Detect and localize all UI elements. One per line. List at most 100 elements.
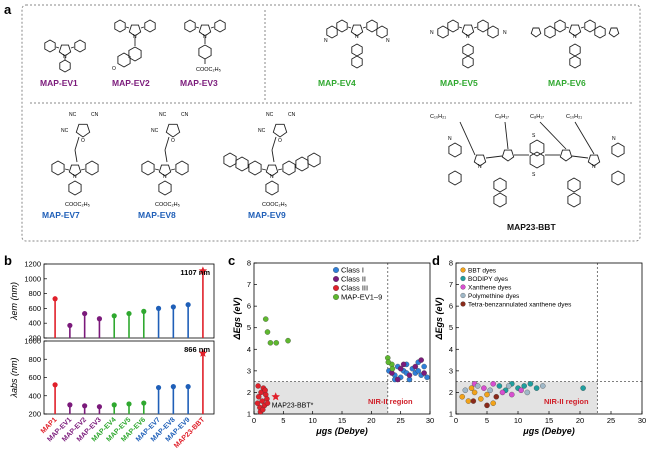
atom-label-n: N bbox=[324, 38, 328, 44]
bond bbox=[504, 121, 509, 150]
bond bbox=[210, 26, 215, 29]
atom-label-n: N bbox=[430, 30, 434, 36]
data-point bbox=[421, 370, 427, 376]
y-tick-label: 7 bbox=[247, 280, 251, 289]
atom-label-n: N bbox=[355, 34, 359, 40]
data-point bbox=[468, 385, 475, 391]
x-tick-label: 20 bbox=[367, 416, 375, 425]
atom-label-o: O bbox=[278, 138, 282, 144]
legend-label: Class III bbox=[341, 283, 368, 292]
data-point bbox=[496, 383, 503, 389]
atom-label-n: N bbox=[466, 34, 470, 40]
data-point bbox=[254, 400, 261, 406]
bond bbox=[195, 26, 200, 29]
benzene-ring bbox=[85, 160, 99, 176]
chart-d: 0 5 10 15 20 25 30 1 2 3 4 5 6 7 8 μgs (Debye) ΔEgs (eV)… bbox=[434, 259, 646, 437]
data-point bbox=[389, 365, 396, 372]
y-axis-label: λem (nm) bbox=[9, 282, 19, 321]
molecule-label: MAP-EV5 bbox=[440, 78, 478, 88]
bond bbox=[70, 46, 75, 49]
benzene-ring bbox=[235, 156, 249, 172]
data-point bbox=[533, 385, 540, 391]
substituent-ester: COOC₂H₅ bbox=[65, 202, 90, 208]
data-point bbox=[521, 383, 527, 389]
bond bbox=[261, 168, 267, 171]
bond bbox=[140, 26, 145, 29]
benzene-ring bbox=[248, 160, 262, 176]
x-tick-label: 5 bbox=[281, 416, 285, 425]
y-tick-label: 600 bbox=[28, 304, 41, 313]
molecule-label: MAP-EV1 bbox=[40, 78, 78, 88]
legend-marker bbox=[333, 276, 339, 282]
atom-label-s: S bbox=[532, 133, 536, 139]
panel-c: 0 5 10 15 20 25 30 1 2 3 4 5 6 7 8 μgs (Debye) ΔEgs (eV)… bbox=[232, 259, 434, 437]
bar-marker bbox=[111, 313, 117, 319]
bond bbox=[125, 26, 130, 29]
benzene-ring bbox=[529, 151, 545, 169]
molecule-map23-bbt: C₁₀H₂₁ C₈H₁₇ C₈H₁₇ C₁₀H₂₁ S S N N N N MAP23-BBT bbox=[430, 114, 625, 232]
data-point bbox=[424, 374, 430, 381]
y-axis-label: ΔEgs (eV) bbox=[232, 297, 242, 340]
x-tick-label: 25 bbox=[607, 416, 615, 425]
x-tick-label: 30 bbox=[426, 416, 434, 425]
x-tick-label: 0 bbox=[454, 416, 458, 425]
legend-label: MAP-EV1–9 bbox=[341, 292, 382, 301]
benzene-ring bbox=[74, 39, 86, 53]
pyrrole-ring bbox=[75, 123, 91, 138]
data-point bbox=[470, 398, 477, 404]
benzene-ring bbox=[44, 39, 56, 53]
benzene-ring bbox=[448, 142, 462, 158]
substituent-ester: COOC₂H₅ bbox=[262, 202, 287, 208]
bond bbox=[271, 136, 277, 151]
substituent-cn: CN bbox=[181, 112, 189, 118]
x-tick-label: 10 bbox=[514, 416, 522, 425]
data-point bbox=[490, 400, 496, 406]
molecule-map-ev2: NOMAP-EV2 bbox=[112, 19, 156, 88]
y-tick-label: 2 bbox=[449, 388, 453, 397]
bond bbox=[271, 149, 275, 163]
data-point bbox=[505, 383, 512, 389]
molecule-map-ev8: NC CN NC O N COOC₂H₅ MAP-EV8 bbox=[138, 112, 189, 220]
x-tick-label: 15 bbox=[338, 416, 346, 425]
benzene-ring bbox=[336, 19, 348, 33]
panel-label-d: d bbox=[432, 253, 440, 268]
data-point bbox=[400, 361, 407, 368]
region-label: NIR-II region bbox=[544, 397, 589, 406]
y-tick-label: 5 bbox=[449, 323, 453, 332]
benzene-ring bbox=[295, 156, 309, 172]
y-tick-label: 5 bbox=[247, 323, 251, 332]
substituent-ester: COOC₂H₅ bbox=[196, 67, 221, 73]
y-tick-label: 2 bbox=[247, 388, 251, 397]
data-point bbox=[471, 389, 478, 396]
substituent-alkyl: C₁₀H₂₁ bbox=[566, 114, 582, 120]
molecule-map-ev4: N N N MAP-EV4 bbox=[318, 19, 390, 88]
data-point bbox=[255, 383, 261, 389]
benzene-ring bbox=[477, 19, 489, 33]
atom-label-n: N bbox=[73, 174, 77, 180]
molecule-label: MAP-EV2 bbox=[112, 78, 150, 88]
benzene-ring bbox=[594, 25, 606, 39]
legend-marker bbox=[460, 292, 466, 299]
atom-label-n: N bbox=[163, 174, 167, 180]
benzene-ring bbox=[282, 160, 296, 176]
x-tick-label: 30 bbox=[638, 416, 646, 425]
atom-label-n: N bbox=[386, 38, 390, 44]
pyrrole-ring bbox=[461, 24, 475, 37]
benzene-ring bbox=[144, 19, 156, 33]
bar-marker bbox=[96, 404, 103, 410]
molecule-label: MAP23-BBT bbox=[507, 222, 556, 232]
data-point bbox=[493, 393, 500, 400]
benzene-ring bbox=[554, 19, 566, 33]
bond bbox=[347, 26, 352, 29]
benzene-ring bbox=[198, 44, 212, 60]
legend-marker bbox=[333, 267, 339, 273]
panel-d: 0 5 10 15 20 25 30 1 2 3 4 5 6 7 8 μgs (Debye) ΔEgs (eV)… bbox=[434, 259, 646, 437]
data-point bbox=[474, 383, 481, 389]
benzene-ring bbox=[569, 43, 581, 57]
pyrrole-ring bbox=[473, 154, 487, 167]
legend-marker bbox=[460, 275, 466, 282]
bar-marker bbox=[170, 384, 176, 390]
legend-label: BBT dyes bbox=[468, 267, 497, 274]
substituent-cn: NC bbox=[266, 112, 274, 118]
